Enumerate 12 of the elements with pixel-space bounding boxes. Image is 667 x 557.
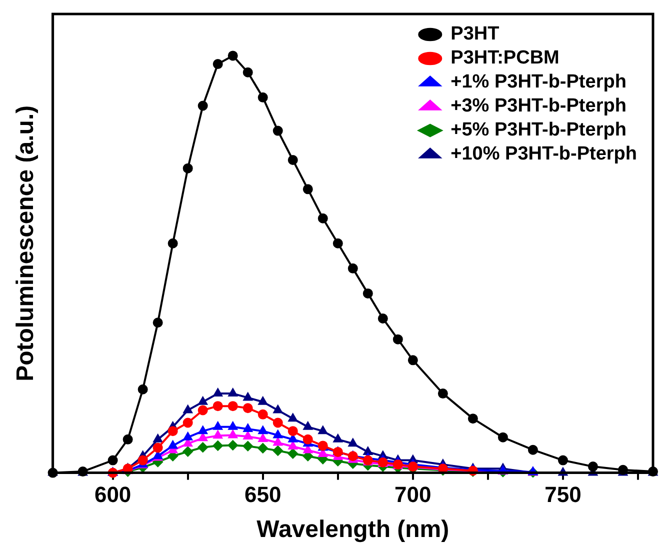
legend-label: +5% P3HT-b-Pterph (450, 120, 626, 141)
legend-label: P3HT:PCBM (450, 48, 560, 69)
x-tick-label: 750 (544, 482, 582, 508)
x-axis-title: Wavelength (nm) (256, 516, 450, 544)
legend-label: +3% P3HT-b-Pterph (450, 96, 626, 117)
legend-label: +1% P3HT-b-Pterph (450, 72, 626, 93)
x-tick-label: 650 (244, 482, 282, 508)
y-axis-title: Potoluminescence (a.u.) (12, 105, 40, 382)
x-tick-label: 700 (394, 482, 432, 508)
legend-label: +10% P3HT-b-Pterph (450, 144, 638, 165)
legend-label: P3HT (450, 24, 500, 45)
x-tick-label: 600 (94, 482, 132, 508)
